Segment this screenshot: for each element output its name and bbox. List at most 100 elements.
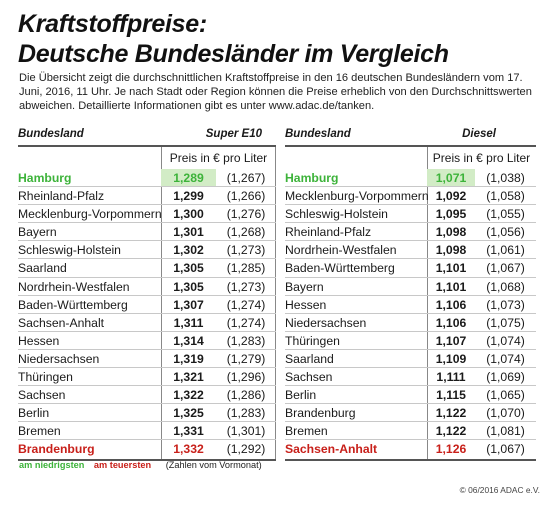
state-name: Sachsen — [18, 388, 66, 403]
row-divider — [18, 204, 276, 206]
price-value: 1,101 — [435, 261, 467, 276]
row-divider — [285, 312, 536, 314]
price-value: 1,101 — [435, 279, 467, 294]
row-divider — [18, 385, 276, 387]
value-column-box — [161, 386, 276, 405]
row-divider — [285, 294, 536, 296]
state-name: Thüringen — [285, 333, 340, 348]
row-divider — [285, 421, 536, 423]
value-column-box — [161, 241, 276, 260]
previous-month-value: (1,285) — [226, 261, 266, 276]
row-divider — [285, 222, 536, 224]
previous-month-value: (1,273) — [226, 279, 266, 294]
state-name: Bayern — [18, 225, 57, 240]
row-divider — [285, 330, 536, 332]
previous-month-value: (1,276) — [226, 207, 266, 222]
chart-title-line-1: Kraftstoffpreise: — [18, 10, 207, 38]
row-divider — [285, 348, 536, 350]
previous-month-value: (1,274) — [226, 315, 266, 330]
previous-month-value: (1,074) — [486, 351, 525, 366]
value-column-box — [161, 404, 276, 423]
state-name: Sachsen-Anhalt — [285, 442, 378, 457]
price-value: 1,299 — [173, 189, 204, 204]
table-row: Bremen 1,122 (1,081) — [285, 422, 536, 441]
value-column-box — [161, 223, 276, 242]
previous-month-value: (1,056) — [486, 225, 525, 240]
state-name: Mecklenburg-Vorpommern — [285, 189, 429, 204]
header-divider — [285, 145, 536, 147]
table-row: Thüringen 1,321 (1,296) — [18, 368, 276, 387]
unit-row: Preis in € pro Liter — [285, 147, 536, 169]
row-divider — [18, 348, 276, 350]
value-column-box — [427, 205, 535, 224]
price-value: 1,071 — [427, 169, 475, 188]
value-column-box — [161, 313, 276, 332]
state-name: Baden-Württemberg — [18, 297, 128, 312]
state-name: Thüringen — [18, 370, 73, 385]
super-e10-table: Bundesland Super E10 Preis in € pro Lite… — [18, 124, 276, 461]
value-column-box — [427, 440, 535, 459]
row-divider — [285, 258, 536, 260]
state-name: Saarland — [285, 351, 334, 366]
row-divider — [18, 330, 276, 332]
table-row: Sachsen-Anhalt 1,311 (1,274) — [18, 313, 276, 332]
unit-label: Preis in € pro Liter — [427, 147, 535, 169]
state-name: Rheinland-Pfalz — [285, 225, 372, 240]
price-value: 1,305 — [173, 261, 204, 276]
row-divider — [285, 186, 536, 188]
table-row: Bremen 1,331 (1,301) — [18, 422, 276, 441]
row-divider — [285, 276, 536, 278]
price-value: 1,111 — [436, 370, 466, 385]
price-value: 1,321 — [173, 370, 204, 385]
previous-month-value: (1,067) — [486, 261, 525, 276]
value-column-box — [161, 331, 276, 350]
table-row: Niedersachsen 1,319 (1,279) — [18, 349, 276, 369]
previous-month-value: (1,274) — [226, 297, 266, 312]
super-e10-table-header: Bundesland Super E10 — [18, 124, 276, 145]
previous-month-value: (1,073) — [486, 297, 525, 312]
state-name: Niedersachsen — [18, 351, 100, 366]
value-column-box — [161, 259, 276, 278]
table-row: Nordrhein-Westfalen 1,098 (1,061) — [285, 241, 536, 260]
value-column-box — [161, 205, 276, 224]
price-value: 1,098 — [435, 225, 467, 240]
state-name: Bayern — [285, 279, 324, 294]
row-divider — [18, 276, 276, 278]
value-column-box — [427, 404, 535, 423]
value-column-box — [427, 241, 535, 260]
table-row: Sachsen 1,111 (1,069) — [285, 368, 536, 387]
bundesland-column-header: Bundesland — [18, 128, 84, 140]
row-divider — [18, 367, 276, 369]
row-divider — [285, 385, 536, 387]
description-text: Die Übersicht zeigt die durchschnittlich… — [19, 72, 532, 112]
price-value: 1,122 — [435, 406, 467, 421]
previous-month-value: (1,038) — [486, 171, 525, 185]
state-name: Schleswig-Holstein — [285, 207, 388, 222]
state-name: Brandenburg — [285, 406, 356, 421]
value-column-box — [427, 259, 535, 278]
previous-month-value: (1,279) — [226, 351, 266, 366]
previous-month-value: (1,296) — [226, 370, 266, 385]
price-value: 1,106 — [435, 315, 467, 330]
table-row: Rheinland-Pfalz 1,299 (1,266) — [18, 187, 276, 206]
price-value: 1,109 — [435, 351, 467, 366]
table-row: Brandenburg 1,122 (1,070) — [285, 404, 536, 423]
value-column-box — [427, 331, 535, 350]
state-name: Berlin — [18, 406, 50, 421]
row-divider — [285, 439, 536, 441]
table-bottom-divider — [285, 458, 536, 461]
value-column-box — [427, 295, 535, 314]
value-column-box — [427, 368, 535, 387]
price-value: 1,301 — [173, 225, 204, 240]
previous-month-value: (1,267) — [226, 171, 266, 185]
price-value: 1,332 — [173, 442, 204, 457]
previous-month-value: (1,273) — [226, 243, 266, 258]
table-row: Mecklenburg-Vorpommern 1,092 (1,058) — [285, 187, 536, 206]
row-divider — [18, 439, 276, 441]
table-row: Baden-Württemberg 1,307 (1,274) — [18, 295, 276, 314]
table-row: Thüringen 1,107 (1,074) — [285, 331, 536, 350]
table-row: Hamburg 1,071 (1,038) — [285, 169, 536, 188]
price-value: 1,302 — [173, 243, 204, 258]
previous-month-value: (1,061) — [486, 243, 525, 258]
previous-month-value: (1,283) — [226, 406, 266, 421]
